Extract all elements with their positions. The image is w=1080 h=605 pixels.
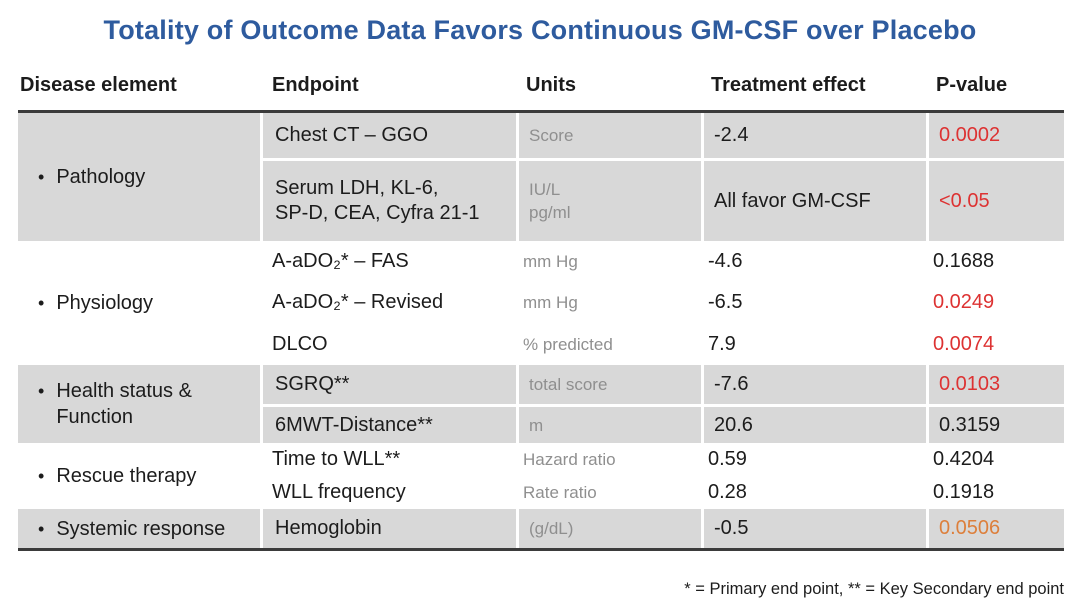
table-row: Time to WLL** Hazard ratio 0.59 0.4204 [260,443,1064,476]
cell-treatment-effect: 7.9 [708,332,736,355]
section-systemic-response: • Systemic response Hemoglobin (g/dL) -0… [18,509,1064,548]
cell-units: (g/dL) [516,509,701,548]
section-label: • Systemic response [18,509,263,548]
cell-units: total score [516,365,701,404]
cell-units: % predicted [523,334,613,354]
cell-p-value: 0.0002 [926,113,1064,158]
cell-treatment-effect: -2.4 [701,113,926,158]
cell-treatment-effect: 20.6 [701,407,926,443]
cell-endpoint: A-aDO₂* – Revised [272,291,444,314]
header-endpoint: Endpoint [272,73,359,96]
section-label-text: Pathology [56,166,146,188]
bullet-icon: • [38,293,45,313]
table-row: Serum LDH, KL-6, SP-D, CEA, Cyfra 21-1 I… [263,158,1064,241]
section-label: • Rescue therapy [18,443,260,509]
endpoint-footnote: * = Primary end point, ** = Key Secondar… [684,580,1064,598]
table-header-row: Disease element Endpoint Units Treatment… [18,60,1064,110]
table-row: Hemoglobin (g/dL) -0.5 0.0506 [263,509,1064,548]
section-label-text: Physiology [56,292,154,314]
cell-endpoint: SGRQ** [275,373,350,395]
cell-endpoint: DLCO [272,332,328,355]
cell-endpoint: 6MWT-Distance** [275,413,433,436]
cell-units: mm Hg [523,252,578,272]
table-top-border [18,110,1064,113]
cell-units: mm Hg [523,293,578,313]
header-p-value: P-value [936,73,1008,96]
cell-treatment-effect: -7.6 [701,365,926,404]
cell-endpoint: Serum LDH, KL-6, SP-D, CEA, Cyfra 21-1 [275,177,480,224]
cell-p-value: 0.0103 [926,365,1064,404]
cell-units: Score [516,113,701,158]
section-label-text: Rescue therapy [56,465,197,487]
cell-treatment-effect: -0.5 [701,509,926,548]
cell-units: m [516,407,701,443]
section-label: • Physiology [18,241,260,365]
header-treatment-effect: Treatment effect [711,73,866,96]
cell-p-value: 0.1918 [933,481,995,503]
table-row: A-aDO₂* – FAS mm Hg -4.6 0.1688 [260,241,1064,282]
header-units: Units [526,73,576,96]
section-label: • Health status & Function [18,365,263,443]
table-bottom-border [18,548,1064,551]
cell-p-value: 0.3159 [926,407,1064,443]
page-title: Totality of Outcome Data Favors Continuo… [103,14,977,45]
cell-p-value: 0.0506 [926,509,1064,548]
section-label: • Pathology [18,113,263,241]
table-row: Chest CT – GGO Score -2.4 0.0002 [263,113,1064,158]
cell-endpoint: A-aDO₂* – FAS [272,250,409,273]
slide: Totality of Outcome Data Favors Continuo… [18,14,1064,598]
cell-treatment-effect: -6.5 [708,291,743,314]
cell-endpoint: Hemoglobin [275,517,382,539]
bullet-icon: • [38,167,45,187]
outcome-table: Disease element Endpoint Units Treatment… [18,60,1064,551]
cell-p-value: 0.4204 [933,448,995,470]
section-label-text: Systemic response [56,517,226,540]
cell-p-value: <0.05 [926,161,1064,241]
cell-p-value: 0.1688 [933,250,995,273]
table-row: SGRQ** total score -7.6 0.0103 [263,365,1064,404]
table-row: WLL frequency Rate ratio 0.28 0.1918 [260,476,1064,509]
cell-p-value: 0.0074 [933,332,995,355]
cell-units: IU/L pg/ml [516,161,701,241]
bullet-icon: • [38,381,45,401]
cell-endpoint: Chest CT – GGO [275,124,429,146]
section-pathology: • Pathology Chest CT – GGO Score -2.4 0.… [18,113,1064,241]
section-physiology: • Physiology A-aDO₂* – FAS mm Hg -4.6 0.… [18,241,1064,365]
cell-treatment-effect: -4.6 [708,250,743,273]
cell-p-value: 0.0249 [933,291,995,314]
section-label-text: Health status & Function [56,380,192,428]
header-disease-element: Disease element [20,73,177,96]
table-row: 6MWT-Distance** m 20.6 0.3159 [263,404,1064,443]
cell-treatment-effect: 0.28 [708,481,747,503]
section-health-status: • Health status & Function SGRQ** total … [18,365,1064,443]
bullet-icon: • [38,466,45,486]
cell-treatment-effect: All favor GM-CSF [701,161,926,241]
bullet-icon: • [38,518,45,539]
cell-endpoint: Time to WLL** [272,448,401,470]
table-row: DLCO % predicted 7.9 0.0074 [260,324,1064,365]
table-row: A-aDO₂* – Revised mm Hg -6.5 0.0249 [260,282,1064,323]
cell-endpoint: WLL frequency [272,481,406,503]
cell-units: Rate ratio [523,483,597,502]
cell-units: Hazard ratio [523,450,616,469]
section-rescue-therapy: • Rescue therapy Time to WLL** Hazard ra… [18,443,1064,509]
cell-treatment-effect: 0.59 [708,448,747,470]
